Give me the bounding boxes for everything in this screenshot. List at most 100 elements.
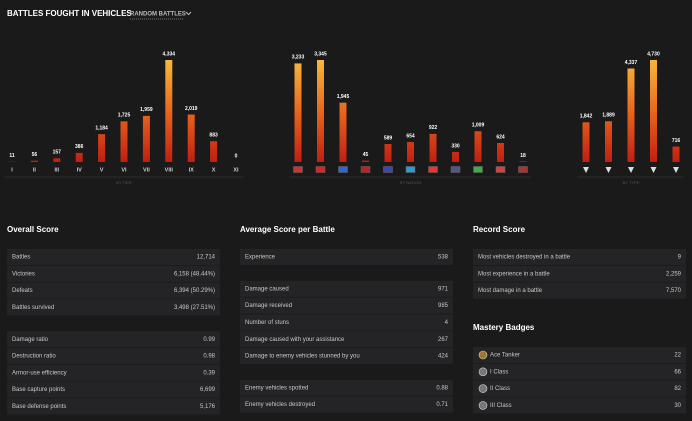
bar [627, 68, 635, 162]
stat-value: 6,394 (50.29%) [174, 288, 215, 294]
stat-row [240, 249, 453, 265]
category-label: X [212, 167, 216, 173]
nation-flag [450, 166, 461, 173]
stat-row [240, 297, 453, 314]
bar [75, 152, 83, 162]
bar [98, 134, 106, 162]
value-label: 589 [384, 135, 393, 141]
type-icon [650, 167, 657, 173]
bar [142, 115, 150, 162]
stat-label: Battles survived [12, 305, 54, 311]
value-label: 1,889 [602, 113, 615, 119]
bar [30, 160, 38, 162]
nation-flag [405, 166, 416, 173]
stat-row [473, 397, 686, 414]
stat-label: Number of stuns [245, 320, 289, 326]
stat-row [7, 299, 220, 316]
stat-row [240, 280, 453, 297]
stat-row [473, 265, 686, 282]
stat-label: Most vehicles destroyed in a battle [478, 255, 571, 261]
category-label: V [100, 167, 104, 173]
stat-label: Most damage in a battle [478, 288, 543, 294]
stat-label: III Class [490, 403, 512, 409]
panel-title: Mastery Badges [473, 323, 535, 332]
stat-value: 2,259 [666, 271, 682, 277]
stat-value: 0.98 [203, 354, 215, 360]
value-label: 4,337 [625, 60, 638, 66]
value-label: 45 [363, 152, 369, 158]
value-label: 1,842 [580, 114, 593, 120]
value-label: 3,233 [292, 55, 305, 61]
stat-label: Armor-use efficiency [12, 370, 67, 376]
stat-label: Most experience in a battle [478, 271, 550, 277]
stat-label: Damage caused [245, 286, 289, 292]
value-label: 4,334 [163, 51, 176, 57]
stat-row [240, 331, 453, 348]
filter-chevron[interactable] [185, 11, 192, 16]
stat-label: Damage caused with your assistance [245, 337, 345, 343]
value-label: 0 [235, 153, 238, 159]
value-label: 1,725 [118, 113, 131, 119]
panel-title: Record Score [473, 225, 526, 234]
page-title: BATTLES FOUGHT IN VEHICLES [7, 9, 132, 18]
bar [362, 160, 369, 162]
stat-value: 424 [438, 354, 449, 360]
value-label: 386 [75, 144, 84, 150]
stat-row [473, 380, 686, 397]
value-label: 3,345 [314, 51, 327, 57]
stat-label: I Class [490, 369, 508, 375]
stat-value: 12,714 [197, 255, 216, 261]
stat-value: 3,498 (27.51%) [174, 305, 215, 311]
nation-flag [338, 166, 348, 173]
bar [120, 121, 128, 162]
nation-flag [518, 166, 528, 173]
stat-label: Enemy vehicles destroyed [245, 402, 315, 408]
value-label: 2,019 [185, 106, 198, 112]
stat-label: II Class [490, 386, 510, 392]
stat-value: 4 [445, 320, 449, 326]
category-label: VIII [165, 167, 174, 173]
panel-title: Overall Score [7, 225, 59, 234]
stat-row [7, 381, 220, 398]
stat-label: Enemy vehicles spotted [245, 385, 308, 391]
stat-row [7, 364, 220, 381]
category-label: II [33, 167, 37, 173]
type-icon [605, 167, 612, 173]
stat-value: 0.99 [203, 337, 215, 343]
stat-label: Ace Tanker [490, 353, 520, 359]
value-label: 716 [672, 138, 681, 144]
stat-row [473, 363, 686, 380]
category-label: VI [121, 167, 127, 173]
value-label: 883 [209, 133, 218, 139]
stat-label: Defeats [12, 288, 33, 294]
stat-value: 66 [674, 369, 681, 375]
chart-caption: BY TYPE [623, 180, 640, 185]
battle-filter[interactable]: RANDOM BATTLES [130, 12, 186, 18]
stat-value: 22 [674, 353, 681, 359]
stat-value: 6,158 (48.44%) [174, 271, 215, 277]
bar [294, 63, 302, 162]
stat-row [7, 249, 220, 265]
type-icon [628, 167, 634, 173]
stat-row [473, 282, 686, 299]
panel-title: Average Score per Battle [240, 225, 335, 234]
stat-value: 0.71 [436, 402, 448, 408]
chart-caption: BY TIER [116, 180, 132, 185]
value-label: 56 [32, 152, 38, 158]
bar [317, 60, 324, 162]
bar [650, 60, 657, 162]
stat-value: 267 [438, 337, 449, 343]
value-label: 330 [451, 143, 460, 149]
nation-flag [473, 166, 483, 173]
value-label: 18 [520, 153, 526, 159]
bar [384, 144, 392, 162]
nation-flag [383, 166, 393, 173]
stat-value: 971 [438, 286, 449, 292]
value-label: 922 [429, 125, 438, 131]
category-label: XI [233, 167, 239, 173]
stat-row [240, 314, 453, 331]
stat-value: 9 [678, 255, 682, 261]
stat-label: Damage received [245, 303, 292, 309]
badge-icon [478, 367, 488, 377]
